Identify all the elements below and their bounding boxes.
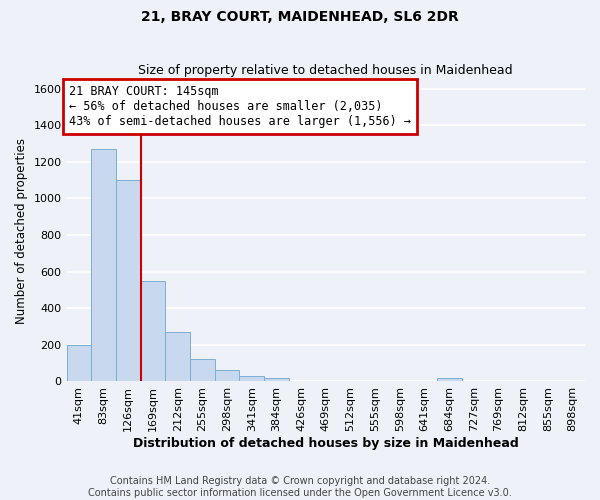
Text: 21, BRAY COURT, MAIDENHEAD, SL6 2DR: 21, BRAY COURT, MAIDENHEAD, SL6 2DR: [141, 10, 459, 24]
Y-axis label: Number of detached properties: Number of detached properties: [15, 138, 28, 324]
Bar: [215, 370, 239, 382]
Bar: [437, 378, 461, 382]
Bar: [264, 378, 289, 382]
Bar: [140, 281, 165, 382]
Text: Contains HM Land Registry data © Crown copyright and database right 2024.
Contai: Contains HM Land Registry data © Crown c…: [88, 476, 512, 498]
Text: 21 BRAY COURT: 145sqm
← 56% of detached houses are smaller (2,035)
43% of semi-d: 21 BRAY COURT: 145sqm ← 56% of detached …: [69, 85, 411, 128]
Bar: [165, 332, 190, 382]
Bar: [91, 149, 116, 382]
Title: Size of property relative to detached houses in Maidenhead: Size of property relative to detached ho…: [139, 64, 513, 77]
Bar: [116, 180, 140, 382]
X-axis label: Distribution of detached houses by size in Maidenhead: Distribution of detached houses by size …: [133, 437, 518, 450]
Bar: [190, 358, 215, 382]
Bar: [67, 345, 91, 382]
Bar: [239, 376, 264, 382]
